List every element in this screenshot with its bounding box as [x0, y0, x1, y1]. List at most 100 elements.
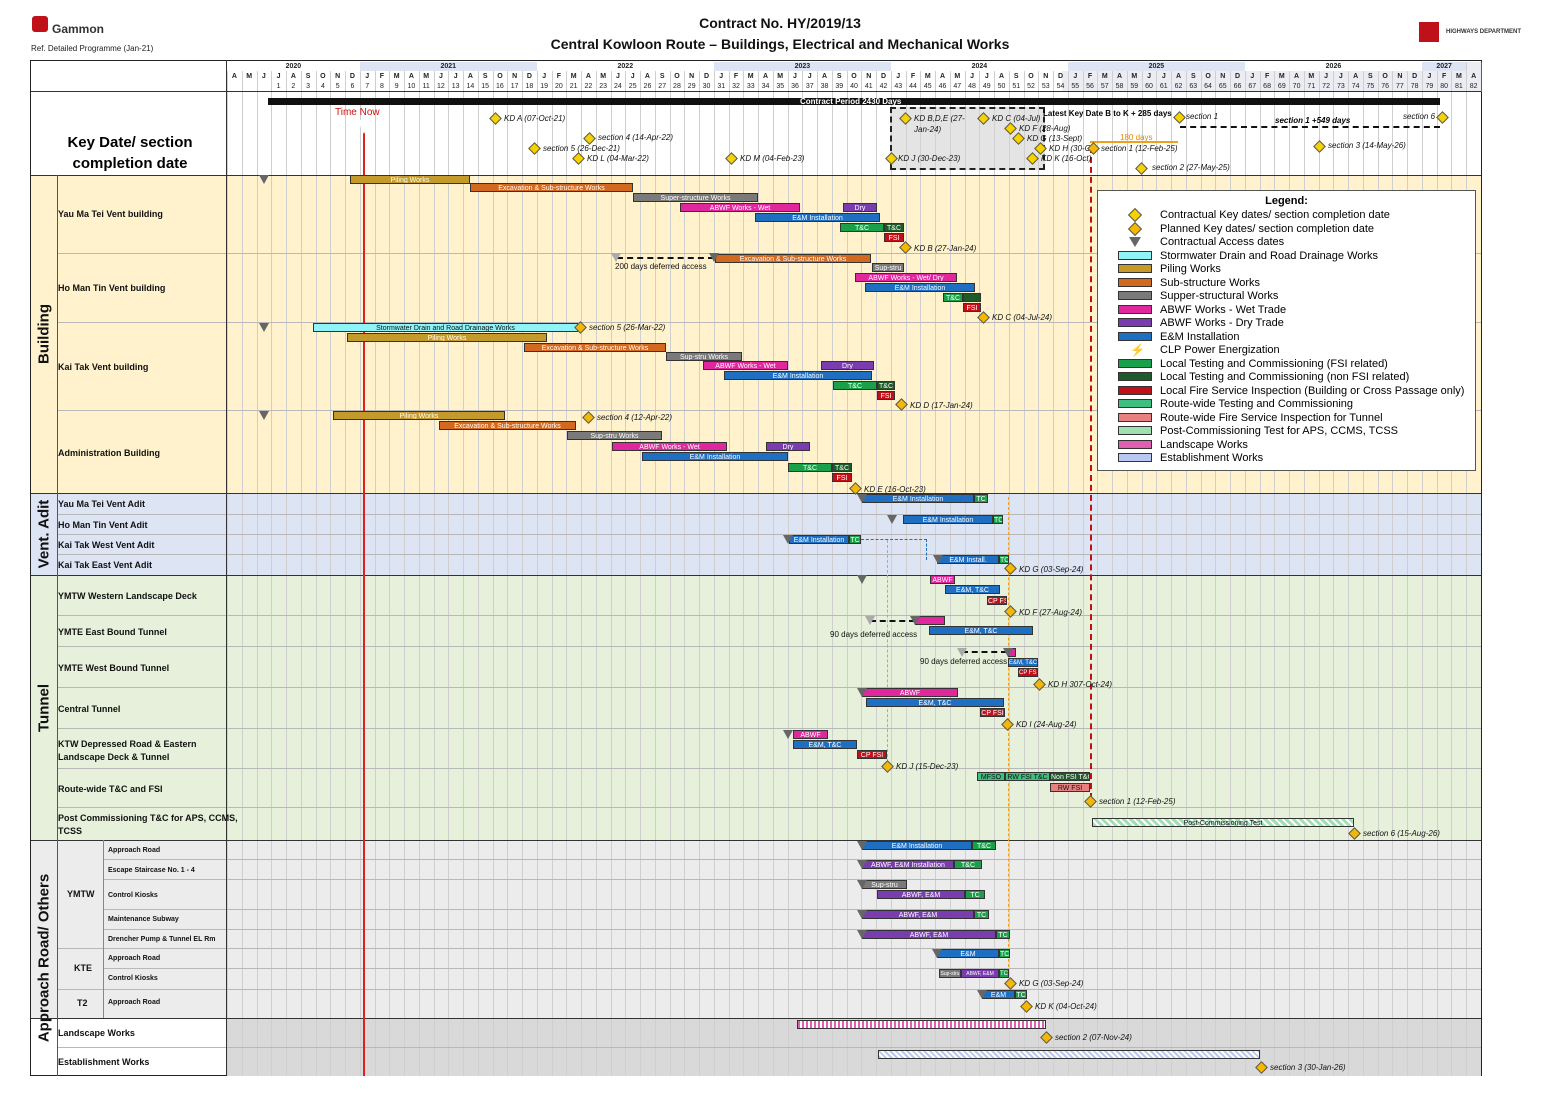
kd-e-label: KD E (16-Oct-23) [864, 485, 926, 494]
row-label-ymt-vent-building: Yau Ma Tei Vent building [58, 209, 163, 219]
kd-m-label: KD M (04-Feb-23) [740, 154, 805, 163]
bar-em-installation: E&M Installation [903, 515, 993, 524]
bar-abwf-em-installation: ABWF, E&M Installation [862, 860, 954, 869]
bar-piling-works: Piling Works [350, 175, 470, 184]
month-gridline [1333, 62, 1335, 1076]
month-gridline [374, 62, 376, 1076]
legend-label: Route-wide Fire Service Inspection for T… [1160, 411, 1383, 424]
legend-label: Local Fire Service Inspection (Building … [1160, 384, 1465, 397]
row-divider [57, 948, 1481, 949]
legend-color-swatch [1118, 277, 1152, 287]
access-date-triangle [857, 910, 867, 919]
bar-tc-fsi: T&C [788, 463, 832, 472]
month-number-cell: 42 [879, 83, 888, 90]
access-date-triangle [259, 411, 269, 420]
section1-final-label: section 1 (12-Feb-25) [1099, 797, 1176, 806]
month-cell: J [542, 73, 547, 80]
legend-label: Piling Works [1160, 263, 1221, 275]
days180-label: 180 days [1120, 133, 1153, 142]
month-cell: J [1250, 73, 1255, 80]
month-gridline [404, 62, 406, 1076]
month-gridline [492, 62, 494, 1076]
bar-abwf-wet: ABWF Works - Wet [612, 442, 727, 451]
legend-color-swatch [1118, 412, 1152, 422]
bar-cp-fsi: CP FSI [1018, 668, 1038, 677]
contract-number-title: Contract No. HY/2019/13 [699, 15, 861, 31]
month-gridline [448, 62, 450, 1076]
legend-color-swatch [1118, 304, 1152, 314]
tunnel-band [31, 575, 1481, 840]
row-divider [31, 175, 1481, 176]
month-gridline [1362, 62, 1364, 1076]
month-number-cell: 79 [1425, 83, 1434, 90]
month-cell: J [1147, 73, 1151, 80]
month-number-cell: 36 [791, 83, 799, 90]
month-cell: M [393, 73, 400, 80]
month-number-cell: 60 [1145, 83, 1153, 90]
month-number-cell [227, 82, 242, 91]
month-gridline [1230, 62, 1232, 1076]
programme-ref: Ref. Detailed Programme (Jan-21) [31, 44, 154, 53]
kd-g-kte-label: KD G (03-Sep-24) [1019, 979, 1084, 988]
section3-label: section 3 (14-May-26) [1328, 141, 1406, 150]
month-cell: F [910, 73, 916, 80]
month-cell: D [880, 73, 887, 80]
row-divider [57, 687, 1481, 688]
section1-extension-line [1180, 126, 1440, 128]
month-cell: J [438, 73, 443, 80]
month-gridline [1377, 62, 1379, 1076]
bar-sup-stru: Sup-stru [862, 880, 907, 889]
month-gridline [994, 62, 996, 1076]
month-gridline [713, 62, 715, 1076]
bar-em-tc: E&M, T&C [929, 626, 1033, 635]
month-gridline [1451, 62, 1453, 1076]
month-gridline [1112, 62, 1114, 1076]
bar-tc-nonfsi: T&C [832, 463, 852, 472]
section3-date-label: section 3 (30-Jan-26) [1270, 1063, 1346, 1072]
legend-color-swatch [1118, 426, 1152, 435]
month-gridline [935, 62, 937, 1076]
section6-date-label: section 6 (15-Aug-26) [1363, 829, 1440, 838]
month-gridline [920, 62, 922, 1076]
access-date-triangle [857, 688, 867, 697]
month-cell: M [954, 73, 961, 80]
month-cell: M [777, 73, 784, 80]
kd-orange-dependency-line [1008, 497, 1009, 977]
sub-t2-approach-road: Approach Road [108, 999, 161, 1006]
month-cell: J [970, 73, 974, 80]
month-number-cell: 30 [702, 83, 711, 90]
row-divider [57, 989, 1481, 990]
month-number-cell: 71 [1307, 83, 1316, 90]
bar-tc: TC [993, 515, 1003, 524]
month-number-cell: 78 [1410, 83, 1419, 90]
row-divider [103, 879, 1481, 880]
month-gridline [1023, 62, 1025, 1076]
month-cell: A [821, 73, 828, 80]
month-number-cell: 4 [320, 83, 325, 90]
month-gridline [1259, 62, 1261, 1076]
month-number-cell: 33 [746, 83, 755, 90]
month-gridline [964, 62, 966, 1076]
bar-sup-stru: Sup-stru [872, 263, 904, 272]
month-cell: M [1308, 73, 1315, 80]
deferred-access-arrow [870, 620, 915, 622]
month-gridline [1407, 62, 1409, 1076]
month-number-cell: 58 [1115, 83, 1124, 90]
row-label-route-wide: Route-wide T&C and FSI [58, 784, 163, 794]
month-number-cell: 69 [1277, 83, 1286, 90]
month-gridline [949, 62, 951, 1076]
bar-abwf-wet-dry: ABWF Works - Wet/ Dry [855, 273, 957, 282]
month-cell: J [719, 73, 724, 80]
section5-date-label: section 5 (26-Mar-22) [589, 323, 666, 332]
month-number-cell: 24 [614, 83, 622, 90]
bar-sup-stru: Sup-stru [939, 969, 961, 978]
month-number-cell: 66 [1233, 83, 1242, 90]
bar-sup-stru: Sup-stru Works [666, 352, 742, 361]
row-label-ymte-eb-tunnel: YMTE East Bound Tunnel [58, 627, 167, 637]
month-cell: J [453, 73, 458, 80]
month-gridline [831, 62, 833, 1076]
month-number-cell: 5 [335, 83, 340, 90]
month-cell: M [1278, 73, 1285, 80]
sub-escape-staircase: Escape Staircase No. 1 - 4 [108, 867, 195, 874]
row-label-hmt-vent-building: Ho Man Tin Vent building [58, 283, 166, 293]
